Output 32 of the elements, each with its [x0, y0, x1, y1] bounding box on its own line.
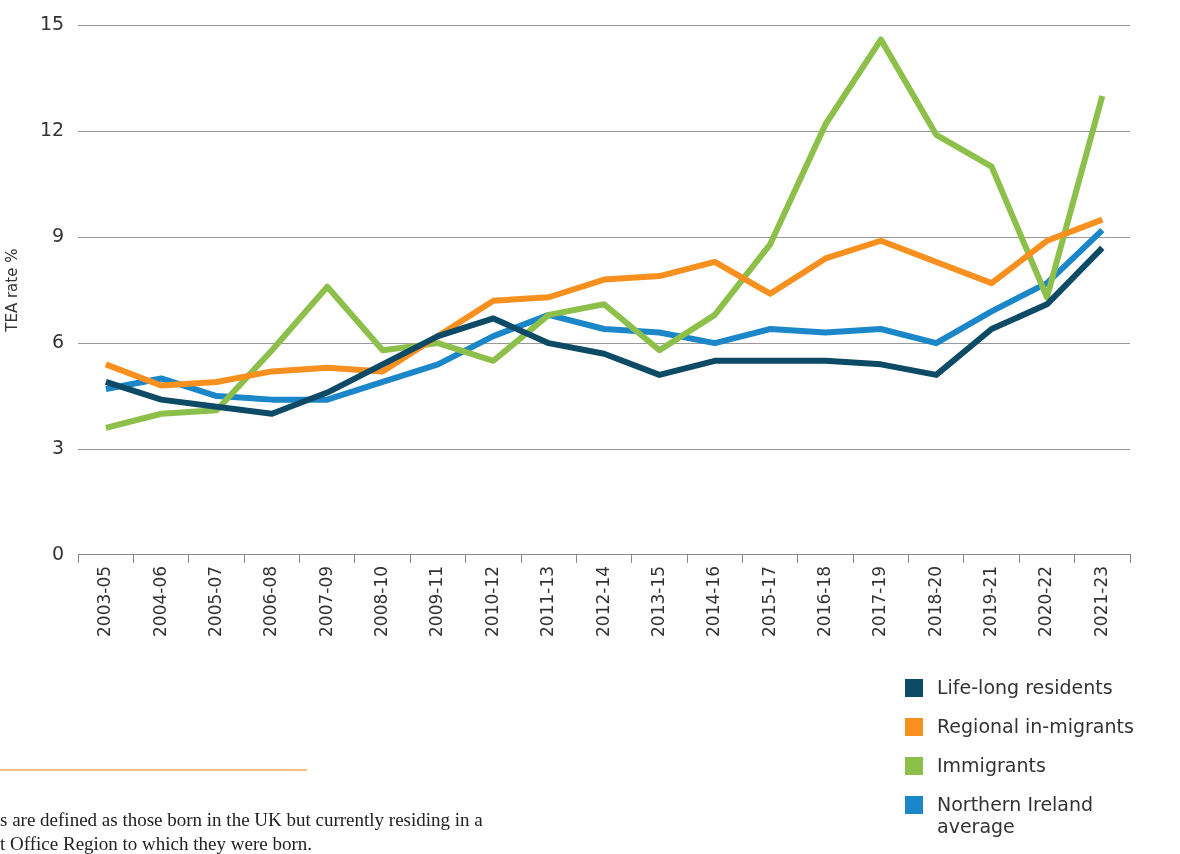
x-tick-label: 2017-19 [869, 565, 890, 637]
x-tick-label: 2003-05 [94, 565, 115, 637]
x-tick-label: 2009-11 [426, 565, 447, 637]
y-tick-label: 12 [39, 118, 65, 141]
x-tick-label: 2014-16 [703, 565, 724, 637]
x-tick-label: 2013-15 [647, 565, 668, 637]
legend-label: Regional in-migrants [937, 715, 1134, 737]
y-tick-label: 15 [39, 12, 65, 35]
x-tick-label: 2020-22 [1035, 565, 1056, 637]
x-tick-label: 2019-21 [980, 565, 1001, 637]
x-tick-label: 2004-06 [149, 565, 170, 637]
x-tick-label: 2012-14 [592, 565, 613, 637]
text: s are defined as those born in the UK but currently residing in a [0, 808, 483, 832]
x-tick-label: 2006-08 [260, 565, 281, 637]
x-tick-label: 2005-07 [205, 565, 225, 637]
y-tick-label: 6 [52, 330, 65, 353]
x-tick-label: 2007-09 [315, 565, 336, 637]
x-tick-label: 2021-23 [1090, 565, 1111, 637]
x-tick-label: 2008-10 [371, 565, 392, 637]
x-tick-label: 2016-18 [813, 565, 834, 637]
legend-label: Immigrants [937, 754, 1046, 776]
legend-label: Life-long residents [937, 676, 1113, 698]
y-axis-title: TEA rate % [2, 248, 21, 333]
legend-label: Northern Ireland average [937, 793, 1095, 837]
y-tick-label: 3 [52, 435, 65, 458]
y-tick-label: 0 [52, 541, 65, 564]
x-tick-label: 2010-12 [481, 565, 502, 637]
x-tick-label: 2011-13 [537, 565, 558, 637]
x-tick-label: 2018-20 [924, 565, 945, 637]
y-tick-label: 9 [52, 224, 65, 247]
text: t Office Region to which they were born. [0, 832, 313, 854]
x-tick-label: 2015-17 [758, 565, 779, 637]
